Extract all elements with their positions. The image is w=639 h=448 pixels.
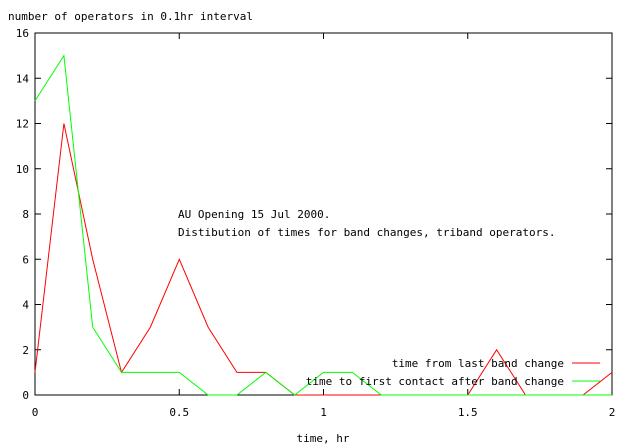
legend: time from last band change time to first … bbox=[306, 357, 600, 388]
y-tick-label: 12 bbox=[16, 118, 29, 131]
legend-label-1: time from last band change bbox=[392, 357, 564, 370]
series-line-2 bbox=[34, 54, 612, 396]
x-axis-label: time, hr bbox=[297, 432, 350, 445]
legend-label-2: time to first contact after band change bbox=[306, 375, 564, 388]
x-tick-label: 1.5 bbox=[458, 406, 478, 419]
axis-ticks bbox=[34, 32, 613, 396]
y-tick-label: 16 bbox=[16, 27, 29, 40]
y-tick-label: 4 bbox=[22, 299, 29, 312]
series-line-1 bbox=[34, 123, 613, 396]
x-tick-label: 2 bbox=[609, 406, 616, 419]
y-axis-label: number of operators in 0.1hr interval bbox=[8, 10, 253, 23]
y-tick-label: 8 bbox=[22, 208, 29, 221]
y-tick-label: 0 bbox=[22, 389, 29, 402]
y-tick-label: 6 bbox=[22, 253, 29, 266]
y-tick-label: 10 bbox=[16, 163, 29, 176]
annotation-description: Distibution of times for band changes, t… bbox=[178, 226, 556, 239]
y-tick-label: 14 bbox=[16, 72, 30, 85]
series-lines bbox=[34, 54, 613, 396]
y-tick-label: 2 bbox=[22, 344, 29, 357]
annotation-title: AU Opening 15 Jul 2000. bbox=[178, 208, 330, 221]
x-tick-label: 1 bbox=[320, 406, 327, 419]
axis-tick-labels: 0 2 4 6 8 10 12 14 16 0 0.5 1 1.5 2 bbox=[16, 27, 616, 419]
x-tick-label: 0 bbox=[32, 406, 39, 419]
x-tick-label: 0.5 bbox=[169, 406, 189, 419]
